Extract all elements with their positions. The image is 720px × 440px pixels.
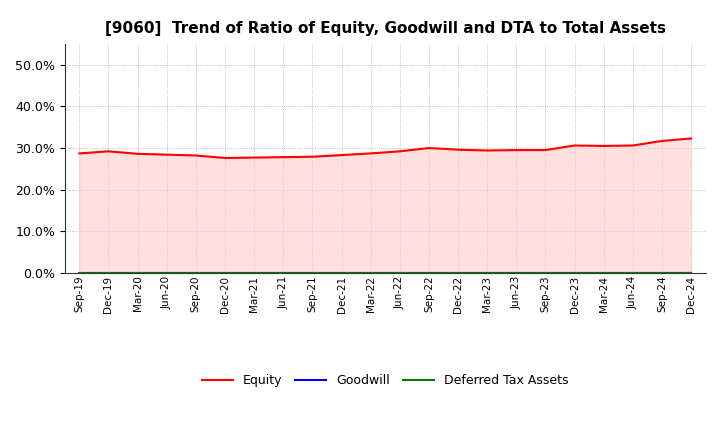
Deferred Tax Assets — [512, 270, 521, 275]
Goodwill — [192, 270, 200, 275]
Legend: Equity, Goodwill, Deferred Tax Assets: Equity, Goodwill, Deferred Tax Assets — [197, 370, 573, 392]
Goodwill — [163, 270, 171, 275]
Equity — [75, 151, 84, 156]
Deferred Tax Assets — [75, 270, 84, 275]
Goodwill — [337, 270, 346, 275]
Goodwill — [454, 270, 462, 275]
Goodwill — [279, 270, 287, 275]
Deferred Tax Assets — [425, 270, 433, 275]
Goodwill — [570, 270, 579, 275]
Equity — [599, 143, 608, 149]
Deferred Tax Assets — [279, 270, 287, 275]
Goodwill — [629, 270, 637, 275]
Deferred Tax Assets — [541, 270, 550, 275]
Deferred Tax Assets — [395, 270, 404, 275]
Equity — [657, 138, 666, 143]
Goodwill — [395, 270, 404, 275]
Equity — [192, 153, 200, 158]
Deferred Tax Assets — [657, 270, 666, 275]
Equity — [570, 143, 579, 148]
Equity — [454, 147, 462, 152]
Equity — [629, 143, 637, 148]
Equity — [220, 155, 229, 161]
Goodwill — [308, 270, 317, 275]
Equity — [395, 149, 404, 154]
Equity — [541, 147, 550, 153]
Deferred Tax Assets — [570, 270, 579, 275]
Equity — [512, 147, 521, 153]
Equity — [483, 148, 492, 153]
Goodwill — [250, 270, 258, 275]
Goodwill — [599, 270, 608, 275]
Deferred Tax Assets — [483, 270, 492, 275]
Goodwill — [483, 270, 492, 275]
Deferred Tax Assets — [337, 270, 346, 275]
Deferred Tax Assets — [104, 270, 113, 275]
Goodwill — [104, 270, 113, 275]
Equity — [308, 154, 317, 159]
Deferred Tax Assets — [133, 270, 142, 275]
Line: Equity: Equity — [79, 139, 691, 158]
Equity — [104, 149, 113, 154]
Goodwill — [366, 270, 375, 275]
Deferred Tax Assets — [366, 270, 375, 275]
Deferred Tax Assets — [163, 270, 171, 275]
Equity — [366, 151, 375, 156]
Equity — [337, 152, 346, 158]
Equity — [687, 136, 696, 141]
Goodwill — [541, 270, 550, 275]
Goodwill — [425, 270, 433, 275]
Goodwill — [75, 270, 84, 275]
Equity — [133, 151, 142, 157]
Goodwill — [657, 270, 666, 275]
Deferred Tax Assets — [220, 270, 229, 275]
Deferred Tax Assets — [454, 270, 462, 275]
Equity — [163, 152, 171, 157]
Goodwill — [512, 270, 521, 275]
Deferred Tax Assets — [687, 270, 696, 275]
Title: [9060]  Trend of Ratio of Equity, Goodwill and DTA to Total Assets: [9060] Trend of Ratio of Equity, Goodwil… — [104, 21, 666, 36]
Goodwill — [220, 270, 229, 275]
Goodwill — [687, 270, 696, 275]
Deferred Tax Assets — [250, 270, 258, 275]
Equity — [250, 155, 258, 160]
Deferred Tax Assets — [192, 270, 200, 275]
Deferred Tax Assets — [629, 270, 637, 275]
Goodwill — [133, 270, 142, 275]
Deferred Tax Assets — [308, 270, 317, 275]
Equity — [279, 154, 287, 160]
Deferred Tax Assets — [599, 270, 608, 275]
Equity — [425, 145, 433, 150]
